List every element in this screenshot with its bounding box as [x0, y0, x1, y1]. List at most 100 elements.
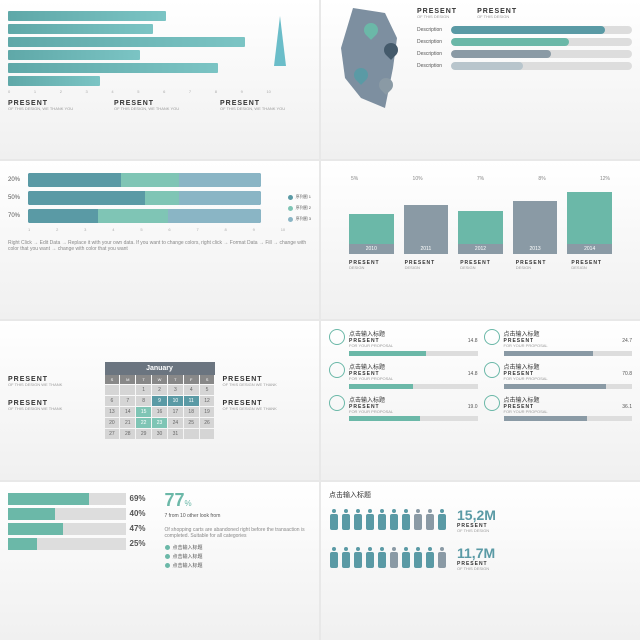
arrow-up-icon	[274, 16, 286, 66]
slide-3-stacked: 20%50%70% 序列图 1序列图 2序列图 3 12345678910 Ri…	[0, 161, 319, 320]
hbar	[8, 37, 245, 47]
desc-bar: Description	[417, 26, 632, 34]
person-icon	[365, 547, 375, 571]
people-row: 11,7MPRESENTOF THIS DESIGN	[329, 542, 632, 576]
calendar-dow: W	[152, 375, 167, 384]
stacked-row: 50%	[8, 191, 261, 205]
info-card: 点击输入标题PRESENT24.7FOR YOUR PROPOSAL	[484, 329, 633, 356]
pct-bar: 69%	[8, 493, 155, 505]
calendar-day: 14	[120, 407, 135, 417]
present-item: PRESENTDESIGN	[516, 260, 557, 271]
present-item: PRESENTDESIGN	[405, 260, 446, 271]
pct-bar: 40%	[8, 508, 155, 520]
column-chart	[349, 179, 612, 244]
calendar-day: 11	[184, 396, 199, 406]
hbar-chart: 012345678910	[8, 11, 311, 94]
desc-bar: Description	[417, 38, 632, 46]
calendar-day: 28	[120, 429, 135, 439]
calendar-day: 25	[184, 418, 199, 428]
person-icon	[329, 509, 339, 533]
year-label: 2014	[567, 244, 612, 254]
calendar-day	[105, 385, 120, 395]
person-icon	[329, 547, 339, 571]
calendar-day: 17	[168, 407, 183, 417]
calendar-day: 29	[136, 429, 151, 439]
calendar-day: 24	[168, 418, 183, 428]
person-icon	[413, 509, 423, 533]
card-icon	[484, 362, 500, 378]
calendar-day: 19	[200, 407, 215, 417]
card-icon	[484, 395, 500, 411]
person-icon	[425, 547, 435, 571]
stacked-row: 20%	[8, 173, 261, 187]
legend-item: 序列图 3	[288, 215, 311, 224]
calendar-day	[120, 385, 135, 395]
present-heading: PRESENTOF THIS DESIGN	[477, 8, 517, 20]
year-label: 2012	[458, 244, 503, 254]
legend-item: 序列图 2	[288, 204, 311, 213]
trend-line: 5%10%7%8%12%	[351, 176, 610, 182]
legend-item: 序列图 1	[288, 193, 311, 202]
list-item: 点击输入标题	[165, 544, 312, 551]
calendar-dow: S	[105, 375, 120, 384]
hbar	[8, 50, 140, 60]
people-row: 15,2MPRESENTOF THIS DESIGN	[329, 504, 632, 538]
card-icon	[329, 329, 345, 345]
calendar-dow: T	[136, 375, 151, 384]
calendar-day: 10	[168, 396, 183, 406]
person-icon	[401, 547, 411, 571]
hbar	[8, 24, 153, 34]
calendar-day: 27	[105, 429, 120, 439]
column	[349, 214, 394, 243]
pct-bar: 25%	[8, 538, 155, 550]
person-icon	[353, 547, 363, 571]
calendar-dow: F	[184, 375, 199, 384]
present-item: PRESENTOF THIS DESIGN, WE THANK YOU	[114, 100, 205, 112]
slide-2-map: PRESENTOF THIS DESIGN PRESENTOF THIS DESI…	[321, 0, 640, 159]
present-item: PRESENTOF THIS DESIGN WE THANK	[8, 400, 97, 412]
info-card: 点击输入标题PRESENT14.8FOR YOUR PROPOSAL	[329, 329, 478, 356]
info-card: 点击输入标题PRESENT70.8FOR YOUR PROPOSAL	[484, 362, 633, 389]
map-region	[329, 8, 409, 151]
person-icon	[425, 509, 435, 533]
calendar: January SMTWTFS1234567891011121314151617…	[105, 362, 215, 439]
calendar-day: 16	[152, 407, 167, 417]
person-icon	[437, 509, 447, 533]
column	[513, 201, 558, 243]
person-icon	[341, 509, 351, 533]
year-label: 2013	[513, 244, 558, 254]
person-icon	[401, 509, 411, 533]
person-icon	[389, 509, 399, 533]
list-item: 点击输入标题	[165, 553, 312, 560]
calendar-day: 3	[168, 385, 183, 395]
calendar-day: 4	[184, 385, 199, 395]
info-card: 点击输入标题PRESENT14.8FOR YOUR PROPOSAL	[329, 362, 478, 389]
legend: 序列图 1 序列图 2 序列图 3	[288, 191, 311, 226]
hbar	[8, 11, 166, 21]
person-icon	[377, 509, 387, 533]
year-label: 2011	[404, 244, 449, 254]
calendar-day: 12	[200, 396, 215, 406]
slide-8-people: 点击输入标题 15,2MPRESENTOF THIS DESIGN11,7MPR…	[321, 482, 640, 640]
calendar-day: 13	[105, 407, 120, 417]
present-item: PRESENTOF THIS DESIGN WE THANK	[223, 400, 312, 412]
present-item: PRESENTDESIGN	[349, 260, 390, 271]
info-card: 点击输入标题PRESENT19.0FOR YOUR PROPOSAL	[329, 395, 478, 422]
person-icon	[413, 547, 423, 571]
present-heading: PRESENTOF THIS DESIGN	[417, 8, 457, 20]
info-card: 点击输入标题PRESENT36.1FOR YOUR PROPOSAL	[484, 395, 633, 422]
slide-6-cards: 点击输入标题PRESENT14.8FOR YOUR PROPOSAL点击输入标题…	[321, 321, 640, 480]
desc-bar: Description	[417, 62, 632, 70]
calendar-day: 2	[152, 385, 167, 395]
person-icon	[389, 547, 399, 571]
year-label: 2010	[349, 244, 394, 254]
calendar-day: 1	[136, 385, 151, 395]
desc-bar: Description	[417, 50, 632, 58]
slide-5-calendar: PRESENTOF THIS DESIGN WE THANK PRESENTOF …	[0, 321, 319, 480]
calendar-dow: S	[200, 375, 215, 384]
present-item: PRESENTDESIGN	[571, 260, 612, 271]
pct-bar: 47%	[8, 523, 155, 535]
calendar-day: 21	[120, 418, 135, 428]
card-icon	[484, 329, 500, 345]
slide-4-columns: 5%10%7%8%12% 2010 2011 2012 2013 2014 PRESEN…	[321, 161, 640, 320]
